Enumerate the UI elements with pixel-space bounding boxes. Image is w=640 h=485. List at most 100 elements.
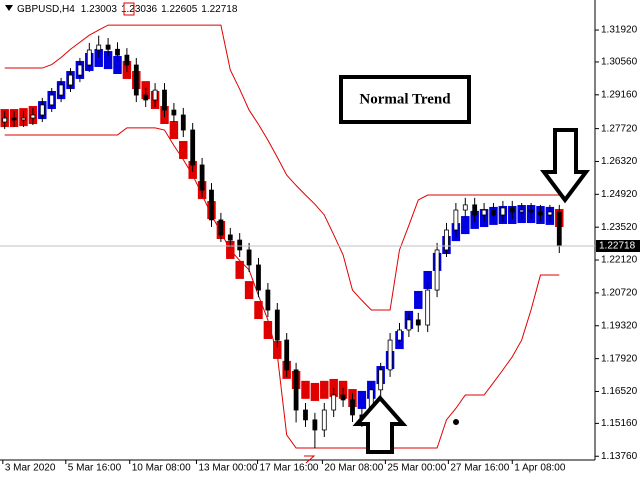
y-tick-label: 1.23520 [601,222,638,233]
candle-body [105,44,111,50]
candle-body [406,319,412,331]
candle-body [425,289,431,326]
candle-body [434,249,440,291]
candle-body [453,209,459,231]
candle-body [331,394,337,411]
y-tick-label: 1.20720 [601,288,638,299]
candle-body [86,49,92,66]
candle-body [274,309,280,341]
candle-body [462,204,468,211]
candle-body [387,339,393,371]
candle-body [162,89,167,111]
candle-body [190,129,196,166]
y-tick-label: 1.13760 [601,451,638,462]
candle-body [556,211,562,247]
candle-body [481,209,487,216]
candle-body [528,209,534,213]
trend-bar [226,240,235,259]
trend-bar [113,56,122,75]
candle-body [472,204,478,216]
y-tick-label: 1.27720 [601,123,638,134]
candle-body [218,219,224,236]
trend-bar [310,382,320,401]
candle-body [509,207,515,213]
trend-bar [169,121,179,140]
x-tick-label: 17 Mar 16:00 [260,463,319,474]
candle-body [2,117,8,123]
candle-body [68,74,73,86]
candle-body [77,64,83,76]
candle-body [547,211,553,216]
trend-bar [254,301,263,320]
low-marker [304,455,316,464]
candle-body [133,64,139,96]
candle-body [303,409,308,421]
trend-bar [357,390,367,409]
candle-body [246,249,252,266]
candle-body [21,117,26,121]
candle-body [321,409,327,431]
y-tick-label: 1.26320 [601,156,638,167]
last-price-box [596,240,640,253]
x-tick-label: 10 Mar 08:00 [132,463,191,474]
header-high: 1.23036 [121,4,158,15]
candle-body [491,209,496,216]
trend-bar [263,320,273,339]
candle-body [11,117,17,121]
trend-bar [94,48,103,67]
y-tick-label: 1.22120 [601,255,638,266]
band-upper [4,24,560,311]
candle-body [444,229,449,251]
high-marker [123,2,135,16]
up-arrow [352,394,408,454]
candle-body [350,399,355,416]
y-tick-label: 1.24920 [601,189,638,200]
trend-bar [103,51,113,70]
candle-body [209,189,214,221]
candle-body [397,329,402,341]
last-price-label: 1.22718 [599,241,636,252]
candle-body [312,419,318,431]
x-tick-label: 13 Mar 00:00 [198,463,257,474]
candle-body [124,54,130,66]
x-tick-label: 25 Mar 00:00 [387,463,446,474]
trend-bar [273,340,282,359]
trend-bar [235,260,244,279]
y-tick-label: 1.29160 [601,89,638,100]
candle-body [199,164,205,191]
candle-body [227,234,233,241]
annotation: Normal Trend [359,91,451,107]
header-icon [5,5,13,11]
candle-body [171,109,177,116]
candle-body [39,104,45,116]
candle-body [284,339,290,371]
candle-body [237,239,243,251]
candle-body [519,209,525,213]
x-tick-label: 1 Apr 08:00 [514,463,566,474]
candle-body [415,319,421,326]
trend-bar [423,270,432,289]
header-low: 1.22605 [161,4,198,15]
candle-body [293,369,299,411]
down-arrow [540,128,590,204]
candle-body [378,369,384,391]
candle-body [30,114,36,119]
candle-body [500,207,506,216]
candle-body [265,289,271,311]
symbol: GBPUSD,H4 [17,4,75,15]
candle-body [538,211,543,216]
trend-bar [301,380,310,399]
x-tick-label: 27 Mar 16:00 [450,463,509,474]
trend-bar [179,140,188,159]
y-tick-label: 1.19320 [601,320,638,331]
y-tick-label: 1.31920 [601,25,638,36]
header-open: 1.23003 [81,4,118,15]
annotation-box [339,75,471,124]
plot-area [0,24,564,449]
trend-bar [414,290,423,309]
candle-body [256,264,261,291]
trend-bar [320,380,329,399]
